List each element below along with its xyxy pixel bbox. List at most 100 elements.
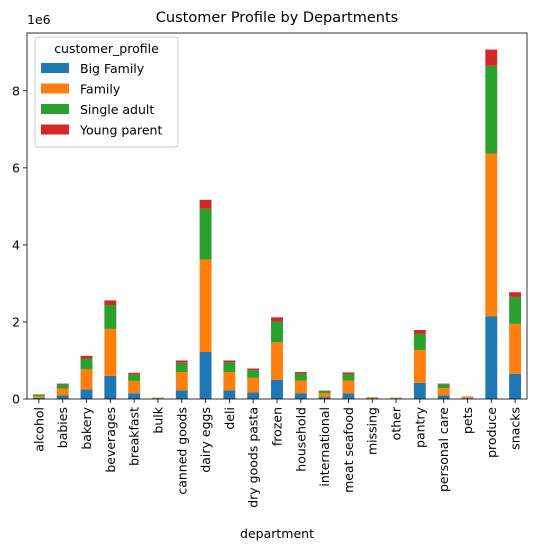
bar-babies-single-adult: [56, 384, 69, 389]
bar-dry-goods-pasta-big-family: [247, 392, 260, 399]
bar-bakery-big-family: [80, 389, 93, 399]
bar-meat-seafood-young-parent: [342, 372, 355, 374]
bar-deli-big-family: [223, 390, 236, 399]
bar-meat-seafood-big-family: [342, 393, 355, 399]
bar-babies-family: [56, 388, 69, 396]
bar-breakfast-single-adult: [128, 374, 141, 381]
bar-dry-goods-pasta-single-adult: [247, 370, 260, 378]
y-tick-label: 4: [12, 237, 20, 252]
x-tick-label: babies: [55, 407, 70, 448]
bar-personal-care-young-parent: [437, 383, 450, 385]
bar-canned-goods-young-parent: [175, 360, 188, 363]
x-tick-label: produce: [484, 407, 499, 458]
bar-frozen-family: [271, 342, 283, 380]
bar-breakfast-big-family: [128, 393, 141, 399]
bar-deli-family: [223, 372, 236, 391]
legend-frame: [34, 36, 179, 148]
legend-swatch: [41, 124, 69, 135]
legend-entry: Single adult: [80, 102, 154, 117]
plot-frame: [26, 32, 528, 400]
bar-personal-care-single-adult: [437, 384, 450, 389]
bar-household-young-parent: [294, 372, 307, 374]
bar-babies-big-family: [56, 395, 69, 399]
y-tick-label: 8: [12, 83, 20, 98]
x-tick-label: bulk: [150, 406, 165, 433]
bar-alcohol-single-adult: [32, 394, 45, 397]
x-tick-label: meat seafood: [341, 407, 356, 493]
bar-international-single-adult: [318, 390, 331, 394]
bar-breakfast-young-parent: [128, 372, 141, 375]
bar-pantry-young-parent: [413, 330, 426, 334]
chart-title: Customer Profile by Departments: [156, 10, 398, 26]
x-tick-label: breakfast: [127, 407, 142, 466]
y-tick-label: 6: [12, 160, 20, 175]
bar-frozen-young-parent: [271, 317, 283, 322]
bar-snacks-family: [509, 323, 522, 374]
bar-alcohol-family: [32, 396, 45, 398]
bar-breakfast-family: [128, 380, 141, 394]
x-axis: alcohol babies bakery beverages breakfast bul…: [31, 399, 523, 508]
bar-household-single-adult: [294, 373, 307, 381]
x-tick-label: frozen: [270, 407, 285, 446]
bar-dairy-eggs-family: [199, 259, 212, 352]
bar-meat-seafood-single-adult: [342, 373, 355, 381]
x-tick-label: alcohol: [31, 407, 46, 452]
bar-bakery-young-parent: [80, 355, 93, 359]
bar-meat-seafood-family: [342, 380, 355, 394]
x-tick-label: household: [293, 407, 308, 472]
x-tick-label: dairy eggs: [198, 407, 213, 473]
bar-international-family: [318, 393, 331, 398]
bar-personal-care-big-family: [437, 395, 450, 399]
bar-deli-young-parent: [223, 360, 236, 363]
legend-swatch: [41, 104, 69, 114]
bar-household-big-family: [294, 393, 307, 399]
x-tick-label: other: [389, 406, 404, 440]
y-tick-label: 2: [12, 314, 20, 329]
bar-canned-goods-family: [175, 372, 188, 391]
bar-dairy-eggs-young-parent: [199, 199, 212, 209]
bar-produce-family: [485, 153, 498, 317]
bar-produce-single-adult: [485, 65, 498, 154]
bar-pets-family: [461, 397, 474, 399]
x-tick-label: beverages: [103, 407, 118, 473]
legend-swatch: [41, 83, 69, 94]
legend-title: customer_profile: [54, 41, 159, 56]
bar-frozen-single-adult: [271, 321, 283, 343]
legend-entry: Family: [80, 82, 121, 97]
bar-personal-care-family: [437, 388, 450, 396]
x-tick-label: dry goods pasta: [246, 407, 261, 508]
bar-dry-goods-pasta-young-parent: [247, 368, 260, 371]
bar-pantry-big-family: [413, 382, 426, 399]
bar-snacks-single-adult: [509, 296, 522, 324]
bar-canned-goods-single-adult: [175, 362, 188, 373]
bar-babies-young-parent: [56, 383, 69, 385]
bar-alcohol-big-family: [32, 397, 45, 399]
bar-dairy-eggs-single-adult: [199, 208, 212, 260]
x-tick-label: bakery: [79, 406, 94, 449]
x-tick-label: personal care: [436, 407, 451, 492]
bar-deli-single-adult: [223, 362, 236, 373]
x-tick-label: international: [317, 407, 332, 487]
bar-household-family: [294, 380, 307, 394]
legend-entry: Big Family: [80, 61, 145, 76]
bar-frozen-big-family: [271, 379, 283, 399]
bar-pantry-family: [413, 350, 426, 383]
legend: customer_profile Big Family Family Single a…: [34, 36, 179, 148]
bar-international-big-family: [318, 397, 331, 399]
legend-entry: Young parent: [79, 123, 162, 138]
bar-dry-goods-pasta-family: [247, 377, 260, 393]
x-tick-label: canned goods: [174, 407, 189, 495]
bar-snacks-young-parent: [509, 292, 522, 297]
bar-beverages-family: [104, 328, 117, 376]
x-tick-label: deli: [222, 407, 237, 430]
x-tick-label: pantry: [412, 406, 427, 448]
legend-swatch: [41, 63, 69, 73]
bar-beverages-single-adult: [104, 304, 117, 329]
x-tick-label: missing: [365, 407, 380, 455]
bar-dairy-eggs-big-family: [199, 351, 212, 399]
bar-missing-family: [366, 397, 379, 399]
bar-pantry-single-adult: [413, 333, 426, 351]
y-tick-label: 0: [12, 392, 20, 407]
y-axis-scale-label: 1e6: [27, 12, 51, 27]
